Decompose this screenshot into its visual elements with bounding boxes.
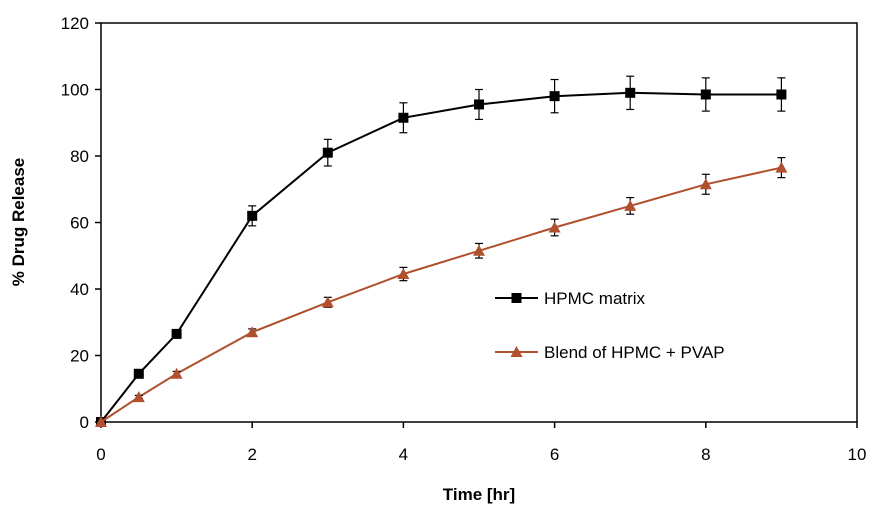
data-point	[170, 367, 183, 379]
data-point	[700, 89, 711, 100]
y-tick-label: 0	[80, 413, 89, 432]
data-point	[322, 147, 333, 158]
legend-label: HPMC matrix	[544, 289, 646, 308]
x-tick-label: 10	[848, 445, 867, 464]
data-point	[171, 328, 182, 339]
legend-item-1: HPMC matrix	[495, 289, 646, 308]
y-axis-title: % Drug Release	[9, 158, 28, 287]
plot-area-frame	[100, 22, 858, 423]
x-tick-label: 8	[701, 445, 710, 464]
x-tick-label: 4	[399, 445, 408, 464]
data-point	[397, 268, 410, 280]
data-point	[133, 368, 144, 379]
legend: HPMC matrix Blend of HPMC + PVAP	[495, 289, 725, 362]
data-point	[699, 178, 712, 190]
x-tick-label: 2	[247, 445, 256, 464]
data-point	[95, 416, 107, 427]
data-point	[473, 244, 485, 256]
data-point	[775, 161, 788, 173]
x-tick-label: 0	[96, 445, 105, 464]
data-point	[398, 112, 409, 123]
y-tick-label: 120	[61, 14, 89, 33]
legend-marker	[510, 346, 523, 357]
series-2	[95, 157, 788, 427]
y-tick-label: 60	[70, 214, 89, 233]
data-point	[776, 89, 787, 100]
data-point	[625, 87, 636, 98]
y-tick-label: 20	[70, 347, 89, 366]
series-1	[96, 75, 787, 427]
legend-marker	[511, 293, 522, 303]
x-axis-title: Time [hr]	[443, 485, 515, 504]
data-point	[247, 210, 258, 221]
x-tick-label: 6	[550, 445, 559, 464]
data-point	[624, 199, 637, 211]
series-layer	[95, 75, 788, 427]
legend-label: Blend of HPMC + PVAP	[544, 343, 725, 362]
y-tick-label: 100	[61, 81, 89, 100]
data-point	[549, 91, 560, 102]
legend-item-2: Blend of HPMC + PVAP	[495, 343, 725, 362]
data-point	[474, 99, 484, 110]
data-point	[132, 391, 145, 403]
data-point	[321, 296, 334, 308]
data-point	[246, 326, 259, 338]
y-tick-label: 40	[70, 280, 89, 299]
y-tick-label: 80	[70, 147, 89, 166]
data-point	[548, 221, 561, 233]
